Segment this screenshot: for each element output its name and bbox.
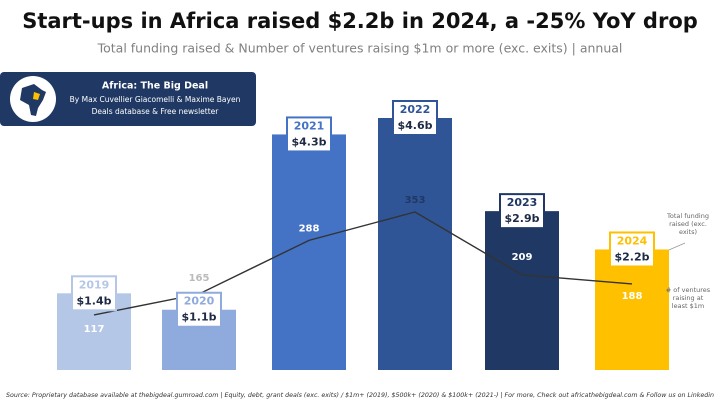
year-label: 2024 (617, 234, 648, 247)
bar-value-label: $1.1b (181, 311, 216, 324)
year-label: 2021 (294, 119, 325, 132)
africa-shape (20, 84, 46, 116)
bar-series-label: Total funding raised (exc. exits) (667, 212, 709, 237)
year-label: 2022 (400, 103, 431, 116)
africa-highlight (33, 92, 40, 100)
year-box (176, 291, 222, 328)
line-series-label: # of ventures raising at least $1m (665, 286, 711, 311)
bar (485, 211, 559, 370)
chart-subtitle: Total funding raised & Number of venture… (97, 41, 623, 56)
year-box (499, 193, 545, 230)
year-label: 2019 (79, 278, 110, 291)
source-note: Source: Proprietary database available a… (6, 391, 714, 399)
bar-value-label: $2.2b (614, 250, 649, 263)
year-label: 2020 (184, 295, 215, 308)
line-value-label: 288 (299, 223, 320, 234)
brand-tagline: Deals database & Free newsletter (92, 107, 220, 116)
bar (378, 118, 452, 370)
brand-name: Africa: The Big Deal (102, 81, 208, 92)
year-box (609, 231, 655, 268)
bar-value-label: $4.6b (397, 119, 432, 132)
bar (595, 249, 669, 370)
year-box (71, 275, 117, 312)
bar-value-label: $2.9b (504, 212, 539, 225)
line-value-label: 353 (405, 195, 426, 206)
line-value-label: 188 (622, 291, 643, 302)
line-value-label: 209 (512, 252, 533, 263)
bar-value-label: $4.3b (291, 135, 326, 148)
year-box (392, 100, 438, 136)
bar-value-label: $1.4b (76, 294, 111, 307)
chart-title: Start-ups in Africa raised $2.2b in 2024… (22, 9, 698, 33)
year-label: 2023 (507, 196, 538, 209)
brand-authors: By Max Cuvellier Giacomelli & Maxime Bay… (70, 95, 241, 104)
brand-box (0, 72, 256, 126)
line-value-label: 117 (84, 324, 105, 335)
line-value-label: 165 (189, 273, 210, 284)
year-box (286, 116, 332, 153)
